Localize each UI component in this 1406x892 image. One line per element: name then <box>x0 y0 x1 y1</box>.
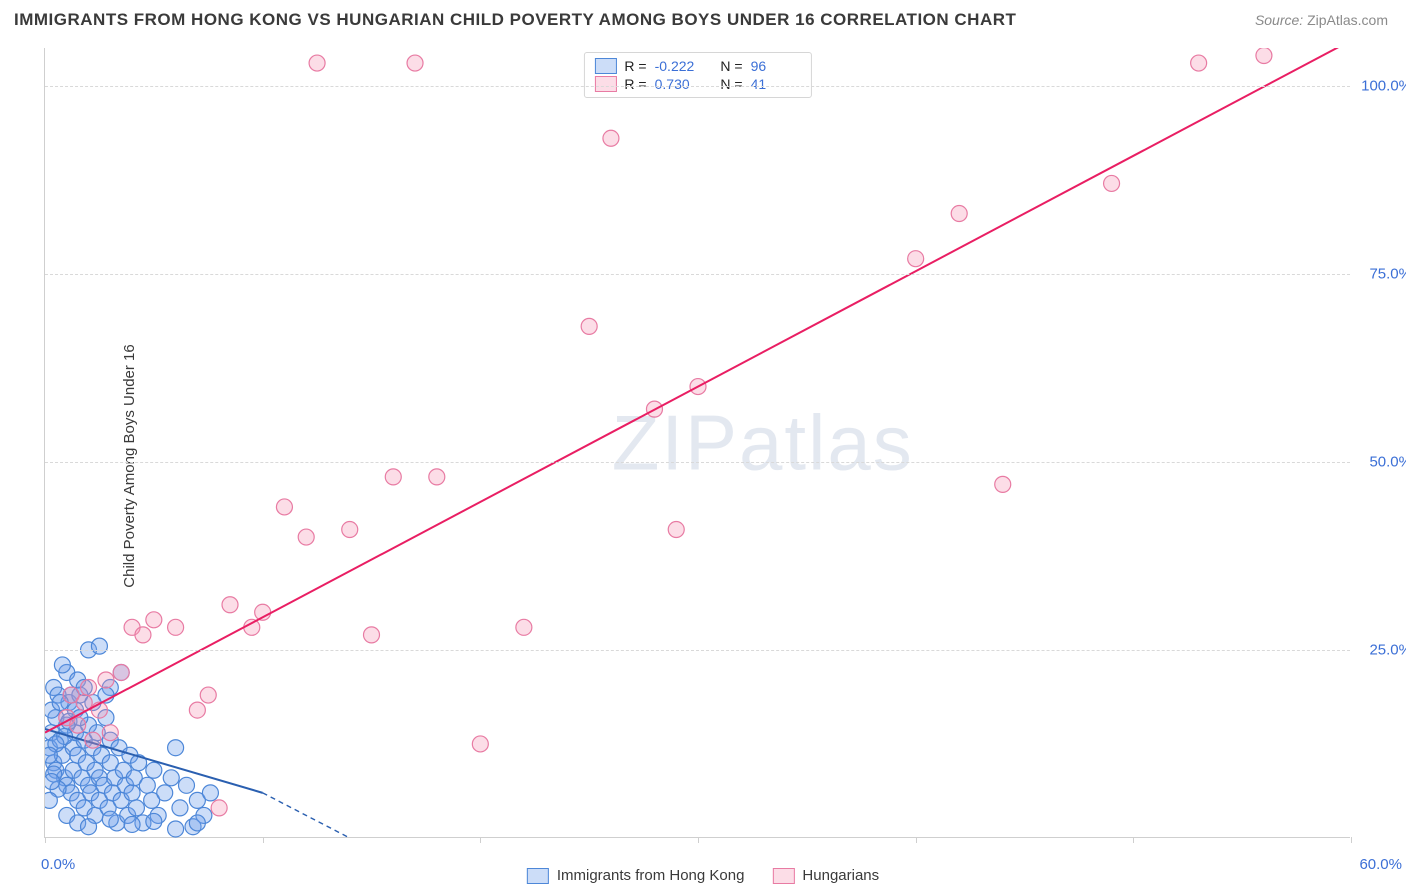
legend-swatch <box>594 58 616 74</box>
scatter-point <box>581 318 597 334</box>
scatter-point <box>364 627 380 643</box>
x-max-label: 60.0% <box>1359 856 1402 873</box>
scatter-point <box>124 785 140 801</box>
scatter-point <box>146 612 162 628</box>
x-tick-mark <box>1133 837 1134 843</box>
scatter-point <box>81 819 97 835</box>
scatter-point <box>54 657 70 673</box>
correlation-legend: R = -0.222 N = 96R = 0.730 N = 41 <box>583 52 811 98</box>
source-attribution: Source: ZipAtlas.com <box>1255 12 1388 28</box>
gridline-h <box>45 274 1350 275</box>
scatter-point <box>178 777 194 793</box>
y-tick-label: 50.0% <box>1354 453 1406 470</box>
y-tick-label: 100.0% <box>1354 77 1406 94</box>
legend-r-value: 0.730 <box>655 76 705 92</box>
scatter-point <box>146 762 162 778</box>
legend-r-value: -0.222 <box>655 58 705 74</box>
scatter-point <box>98 672 114 688</box>
series-legend: Immigrants from Hong Kong Hungarians <box>527 867 879 884</box>
scatter-point <box>189 702 205 718</box>
legend-n-value: 96 <box>751 58 801 74</box>
legend-swatch <box>772 868 794 884</box>
scatter-point <box>168 619 184 635</box>
x-tick-mark <box>45 837 46 843</box>
chart-area: Child Poverty Among Boys Under 16 ZIPatl… <box>0 40 1406 892</box>
scatter-point <box>202 785 218 801</box>
legend-row: R = -0.222 N = 96 <box>594 57 800 75</box>
x-tick-mark <box>1351 837 1352 843</box>
scatter-point <box>908 251 924 267</box>
x-tick-mark <box>480 837 481 843</box>
gridline-h <box>45 462 1350 463</box>
gridline-h <box>45 650 1350 651</box>
plot-region: ZIPatlas R = -0.222 N = 96R = 0.730 N = … <box>44 48 1350 838</box>
scatter-point <box>244 619 260 635</box>
scatter-point <box>168 740 184 756</box>
scatter-point <box>995 476 1011 492</box>
scatter-point <box>102 811 118 827</box>
scatter-point <box>81 680 97 696</box>
scatter-point <box>200 687 216 703</box>
scatter-point <box>1191 55 1207 71</box>
scatter-point <box>429 469 445 485</box>
scatter-svg <box>45 48 1351 838</box>
scatter-point <box>45 774 60 790</box>
legend-n-label: N = <box>713 58 743 74</box>
scatter-point <box>222 597 238 613</box>
scatter-point <box>516 619 532 635</box>
scatter-point <box>1256 48 1272 64</box>
scatter-point <box>113 664 129 680</box>
chart-title: IMMIGRANTS FROM HONG KONG VS HUNGARIAN C… <box>14 10 1016 30</box>
scatter-point <box>124 816 140 832</box>
x-tick-mark <box>916 837 917 843</box>
scatter-point <box>128 800 144 816</box>
scatter-point <box>139 777 155 793</box>
scatter-point <box>951 206 967 222</box>
source-value: ZipAtlas.com <box>1307 12 1388 28</box>
legend-r-label: R = <box>624 58 646 74</box>
series-name: Hungarians <box>802 867 879 884</box>
scatter-point <box>276 499 292 515</box>
scatter-point <box>472 736 488 752</box>
scatter-point <box>146 813 162 829</box>
scatter-point <box>102 725 118 741</box>
source-label: Source: <box>1255 12 1303 28</box>
y-tick-label: 75.0% <box>1354 265 1406 282</box>
series-legend-item: Hungarians <box>772 867 879 884</box>
scatter-point <box>157 785 173 801</box>
scatter-point <box>45 747 57 763</box>
legend-n-value: 41 <box>751 76 801 92</box>
scatter-point <box>189 815 205 831</box>
scatter-point <box>45 792 57 808</box>
legend-r-label: R = <box>624 76 646 92</box>
scatter-point <box>91 638 107 654</box>
scatter-point <box>342 522 358 538</box>
legend-swatch <box>594 76 616 92</box>
legend-row: R = 0.730 N = 41 <box>594 75 800 93</box>
x-tick-mark <box>263 837 264 843</box>
legend-swatch <box>527 868 549 884</box>
series-name: Immigrants from Hong Kong <box>557 867 745 884</box>
x-min-label: 0.0% <box>41 856 75 873</box>
scatter-point <box>407 55 423 71</box>
gridline-h <box>45 86 1350 87</box>
scatter-point <box>172 800 188 816</box>
scatter-point <box>385 469 401 485</box>
legend-n-label: N = <box>713 76 743 92</box>
trend-line-dashed <box>263 793 350 838</box>
scatter-point <box>603 130 619 146</box>
scatter-point <box>168 821 184 837</box>
scatter-point <box>70 717 86 733</box>
scatter-point <box>163 770 179 786</box>
scatter-point <box>1104 175 1120 191</box>
scatter-point <box>668 522 684 538</box>
scatter-point <box>298 529 314 545</box>
y-tick-label: 25.0% <box>1354 641 1406 658</box>
scatter-point <box>85 732 101 748</box>
scatter-point <box>135 627 151 643</box>
scatter-point <box>211 800 227 816</box>
scatter-point <box>309 55 325 71</box>
x-tick-mark <box>698 837 699 843</box>
series-legend-item: Immigrants from Hong Kong <box>527 867 745 884</box>
